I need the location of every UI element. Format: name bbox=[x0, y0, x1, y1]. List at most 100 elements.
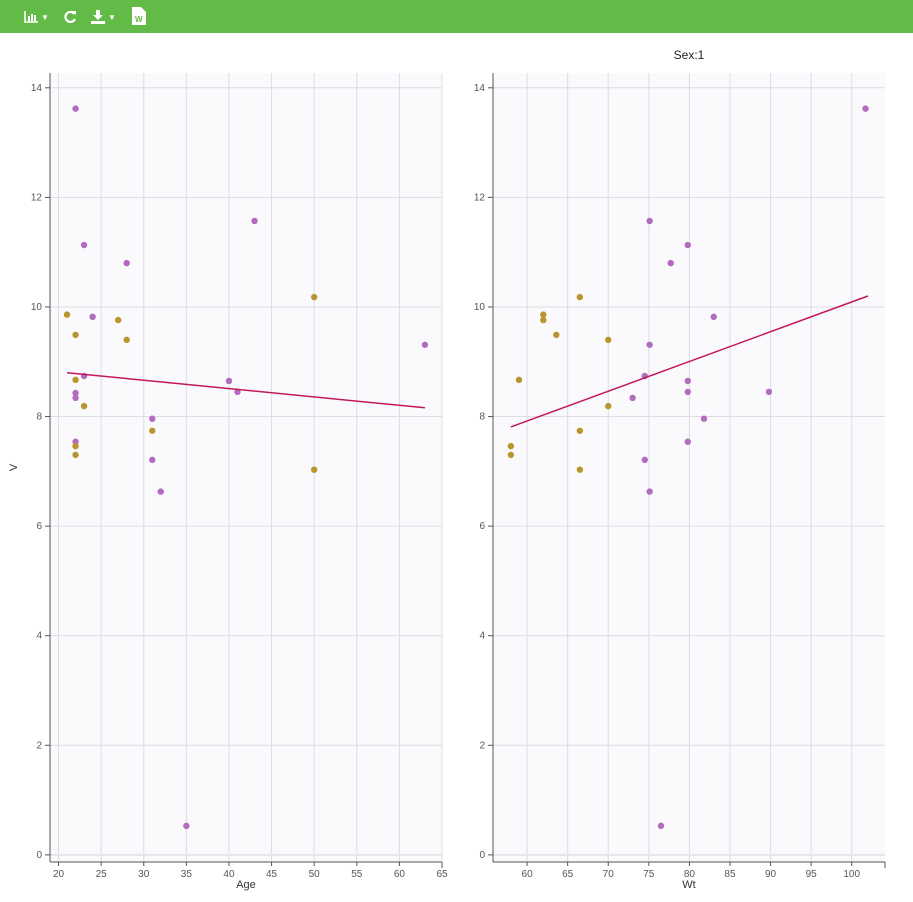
trend-line bbox=[510, 295, 869, 428]
data-point bbox=[72, 438, 79, 445]
x-tick-label: 60 bbox=[394, 869, 406, 880]
data-point bbox=[667, 259, 674, 267]
data-point bbox=[149, 456, 156, 464]
plot-area bbox=[50, 73, 442, 862]
chart-panel-1: 20 25 30 35 40 45 50 55 60 65 0 2 4 6 8 10 12 14 Age V bbox=[8, 73, 448, 891]
word-document-icon: W bbox=[132, 7, 146, 25]
x-axis-label: Age bbox=[236, 879, 256, 891]
data-point bbox=[149, 415, 156, 422]
chart-type-button[interactable]: ▼ bbox=[24, 7, 49, 27]
data-point bbox=[684, 438, 691, 445]
data-point bbox=[605, 336, 612, 344]
data-point bbox=[72, 389, 79, 397]
data-point bbox=[605, 402, 612, 410]
data-point bbox=[657, 822, 665, 830]
data-point bbox=[540, 311, 547, 318]
y-tick-label: 10 bbox=[31, 302, 43, 313]
y-tick-label: 4 bbox=[479, 631, 485, 642]
chevron-down-icon: ▼ bbox=[108, 12, 116, 22]
x-tick-label: 25 bbox=[96, 869, 108, 880]
y-tick-label: 2 bbox=[36, 740, 42, 751]
x-tick-label: 95 bbox=[806, 869, 818, 880]
y-tick-label: 14 bbox=[474, 83, 486, 94]
data-point bbox=[157, 488, 164, 495]
y-axis-label: V bbox=[8, 463, 20, 471]
x-tick-label: 40 bbox=[223, 869, 235, 880]
x-tick-label: 80 bbox=[684, 869, 696, 880]
data-point bbox=[72, 331, 79, 339]
data-point bbox=[507, 442, 515, 450]
y-tick-label: 6 bbox=[36, 521, 42, 532]
x-tick-label: 60 bbox=[522, 869, 534, 880]
download-button[interactable]: ▼ bbox=[91, 7, 116, 27]
data-point bbox=[646, 488, 653, 495]
refresh-icon bbox=[64, 10, 77, 24]
chevron-down-icon: ▼ bbox=[41, 12, 49, 22]
data-point bbox=[641, 456, 648, 464]
data-point bbox=[114, 316, 122, 324]
data-point bbox=[89, 313, 96, 321]
x-tick-label: 20 bbox=[53, 869, 65, 880]
download-icon bbox=[91, 10, 105, 24]
data-point bbox=[80, 402, 88, 410]
y-tick-label: 0 bbox=[479, 850, 485, 861]
y-tick-label: 10 bbox=[474, 302, 486, 313]
chart-panel-2: 60 65 70 75 80 85 90 95 100 0 2 4 6 8 10 12 14 Wt Sex:1 bbox=[474, 48, 886, 891]
y-tick-label: 14 bbox=[31, 83, 43, 94]
data-point bbox=[576, 466, 584, 473]
x-axis-label: Wt bbox=[682, 879, 695, 891]
data-point bbox=[72, 394, 79, 402]
data-point bbox=[63, 311, 71, 318]
y-tick-label: 8 bbox=[479, 412, 485, 423]
y-tick-label: 0 bbox=[36, 850, 42, 861]
data-point bbox=[507, 451, 515, 459]
data-point bbox=[149, 427, 156, 434]
refresh-button[interactable] bbox=[63, 7, 77, 27]
bar-chart-icon bbox=[24, 11, 38, 23]
x-tick-label: 100 bbox=[843, 869, 860, 880]
data-point bbox=[421, 341, 429, 348]
x-tick-label: 30 bbox=[138, 869, 150, 880]
y-tick-label: 12 bbox=[31, 192, 43, 203]
data-point bbox=[225, 377, 233, 385]
y-tick-label: 6 bbox=[479, 521, 485, 532]
toolbar: ▼ ▼ W bbox=[0, 0, 913, 33]
x-tick-label: 90 bbox=[765, 869, 777, 880]
x-tick-label: 85 bbox=[724, 869, 736, 880]
data-point bbox=[700, 415, 708, 422]
data-point bbox=[72, 442, 79, 450]
data-point bbox=[646, 217, 653, 225]
x-tick-label: 70 bbox=[603, 869, 615, 880]
data-point bbox=[123, 336, 130, 344]
chart-title: Sex:1 bbox=[674, 48, 705, 62]
data-point bbox=[576, 427, 584, 434]
data-point bbox=[684, 377, 691, 385]
data-point bbox=[310, 293, 318, 301]
data-point bbox=[310, 466, 318, 473]
x-tick-label: 35 bbox=[181, 869, 193, 880]
data-point bbox=[72, 451, 79, 459]
data-point bbox=[183, 822, 190, 830]
data-point bbox=[123, 259, 130, 267]
data-point bbox=[629, 394, 636, 402]
data-point bbox=[684, 388, 691, 396]
x-tick-label: 65 bbox=[562, 869, 574, 880]
data-point bbox=[684, 241, 691, 249]
trend-line bbox=[66, 371, 426, 409]
data-point bbox=[251, 217, 258, 225]
x-tick-label: 75 bbox=[643, 869, 655, 880]
export-word-button[interactable]: W bbox=[132, 6, 146, 26]
data-point bbox=[576, 293, 584, 301]
y-tick-label: 12 bbox=[474, 192, 486, 203]
y-tick-label: 4 bbox=[36, 631, 42, 642]
data-point bbox=[540, 316, 547, 324]
data-point bbox=[765, 388, 773, 396]
data-point bbox=[646, 341, 653, 348]
y-tick-label: 2 bbox=[479, 740, 485, 751]
data-point bbox=[710, 313, 717, 321]
data-point bbox=[553, 331, 560, 339]
x-tick-label: 45 bbox=[266, 869, 278, 880]
data-point bbox=[862, 105, 869, 112]
word-letter: W bbox=[135, 15, 143, 24]
